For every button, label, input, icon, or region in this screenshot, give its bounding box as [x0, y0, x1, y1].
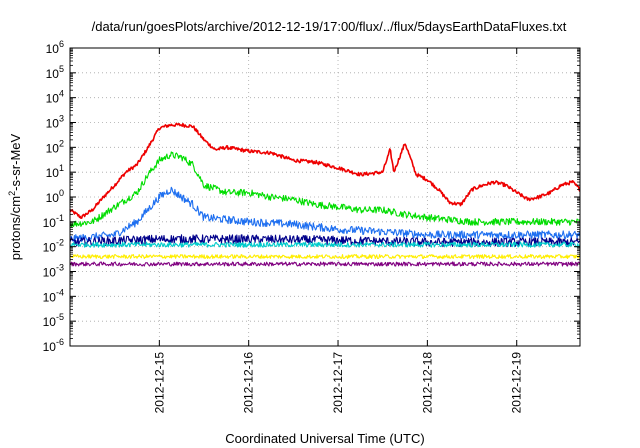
series-line-2 [69, 151, 581, 228]
y-tick-label: 10-2 [43, 238, 64, 255]
y-tick-label-exp: 0 [59, 188, 64, 198]
y-tick-label: 10-6 [43, 337, 64, 354]
y-tick-label: 10-4 [43, 287, 64, 304]
y-tick-label-base: 10 [43, 216, 57, 230]
x-tick-label: 2012-12-16 [242, 352, 256, 414]
series-group [69, 122, 581, 267]
y-tick-label-base: 10 [43, 241, 57, 255]
y-tick-label-exp: -4 [56, 287, 64, 297]
x-axis-label: Coordinated Universal Time (UTC) [225, 431, 424, 446]
y-tick-label: 104 [46, 89, 64, 106]
y-tick-label-base: 10 [46, 67, 60, 81]
ticks [70, 47, 580, 347]
series-line-4 [69, 234, 581, 248]
y-tick-label-exp: -1 [56, 213, 64, 223]
series-line-1 [69, 122, 581, 219]
x-tick-label: 2012-12-19 [510, 352, 524, 414]
y-tick-label-exp: -2 [56, 238, 64, 248]
y-tick-label: 101 [46, 163, 64, 180]
y-tick-label-exp: 1 [59, 163, 64, 173]
y-tick-label-base: 10 [46, 42, 60, 56]
chart-title: /data/run/goesPlots/archive/2012-12-19/1… [92, 19, 567, 34]
y-tick-label-base: 10 [43, 315, 57, 329]
y-tick-label-exp: -3 [56, 263, 64, 273]
x-tick-label: 2012-12-17 [331, 352, 345, 414]
series-line-3 [69, 186, 581, 243]
x-tick-label: 2012-12-15 [152, 352, 166, 414]
y-tick-label: 10-1 [43, 213, 64, 230]
series-line-6 [69, 254, 581, 260]
y-tick-label: 100 [46, 188, 64, 205]
y-tick-label-base: 10 [46, 141, 60, 155]
y-tick-label-exp: 3 [59, 114, 64, 124]
y-tick-label-base: 10 [46, 117, 60, 131]
y-tick-label-exp: 2 [59, 138, 64, 148]
series-line-5 [69, 241, 581, 248]
y-tick-label-base: 10 [46, 166, 60, 180]
y-axis-label-tail: -s-sr-MeV [8, 133, 23, 190]
grid [70, 48, 580, 346]
y-tick-label: 102 [46, 138, 64, 155]
y-tick-label-exp: -5 [56, 312, 64, 322]
y-tick-label: 106 [46, 39, 64, 56]
x-tick-labels: 2012-12-15 2012-12-16 2012-12-17 2012-12-18… [152, 352, 523, 414]
y-tick-label-exp: 4 [59, 89, 64, 99]
y-tick-label-base: 10 [46, 92, 60, 106]
y-axis-label-base: protons/cm [8, 196, 23, 260]
y-tick-labels: 10-610-510-410-310-210-11001011021031041… [43, 39, 64, 354]
y-tick-label-base: 10 [46, 191, 60, 205]
y-axis-label-sup: 2 [7, 191, 17, 196]
y-tick-label-base: 10 [43, 340, 57, 354]
y-tick-label-exp: 5 [59, 64, 64, 74]
y-tick-label: 105 [46, 64, 64, 81]
y-tick-label: 103 [46, 114, 64, 131]
y-tick-label: 10-5 [43, 312, 64, 329]
y-tick-label-base: 10 [43, 266, 57, 280]
y-tick-label-base: 10 [43, 290, 57, 304]
y-tick-label-exp: 6 [59, 39, 64, 49]
y-tick-label: 10-3 [43, 263, 64, 280]
y-axis-label: protons/cm2-s-sr-MeV [7, 133, 23, 260]
x-tick-label: 2012-12-18 [420, 352, 434, 414]
series-line-7 [69, 261, 581, 267]
y-tick-label-exp: -6 [56, 337, 64, 347]
